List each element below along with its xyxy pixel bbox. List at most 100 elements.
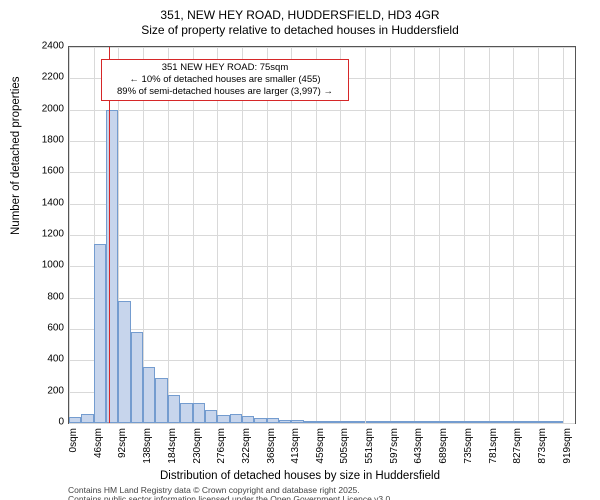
x-tick-label: 919sqm (562, 428, 573, 474)
histogram-bar (69, 417, 81, 423)
histogram-bar (193, 403, 205, 423)
y-tick-label: 800 (24, 291, 64, 302)
x-tick-label: 413sqm (290, 428, 301, 474)
x-tick-label: 138sqm (142, 428, 153, 474)
gridline-v (563, 47, 564, 423)
histogram-bar (291, 420, 303, 423)
gridline-v (414, 47, 415, 423)
gridline-h (69, 47, 575, 48)
gridline-h (69, 204, 575, 205)
histogram-bar (131, 332, 143, 423)
gridline-v (365, 47, 366, 423)
histogram-bar (328, 421, 340, 423)
gridline-h (69, 360, 575, 361)
x-tick-label: 230sqm (192, 428, 203, 474)
gridline-v (316, 47, 317, 423)
histogram-bar (155, 378, 167, 423)
gridline-v (390, 47, 391, 423)
histogram-bar (415, 421, 427, 423)
histogram-bar (205, 410, 217, 423)
chart-container: 351, NEW HEY ROAD, HUDDERSFIELD, HD3 4GR… (0, 0, 600, 500)
histogram-bar (168, 395, 180, 423)
gridline-v (291, 47, 292, 423)
histogram-bar (180, 403, 192, 423)
x-tick-label: 322sqm (241, 428, 252, 474)
histogram-bar (464, 421, 476, 423)
gridline-v (168, 47, 169, 423)
chart-title-line1: 351, NEW HEY ROAD, HUDDERSFIELD, HD3 4GR (0, 8, 600, 22)
y-tick-label: 400 (24, 354, 64, 365)
histogram-bar (477, 421, 489, 423)
gridline-v (439, 47, 440, 423)
annot-line3: 89% of semi-detached houses are larger (… (106, 86, 344, 98)
annot-line1: 351 NEW HEY ROAD: 75sqm (106, 62, 344, 74)
histogram-bar (341, 421, 353, 423)
y-tick-label: 1000 (24, 260, 64, 271)
histogram-bar (378, 421, 390, 423)
x-tick-label: 276sqm (216, 428, 227, 474)
y-axis-label: Number of detached properties (10, 76, 22, 235)
gridline-v (242, 47, 243, 423)
histogram-bar (94, 244, 106, 423)
histogram-bar (118, 301, 130, 423)
gridline-h (69, 266, 575, 267)
x-tick-label: 92sqm (117, 428, 128, 474)
y-tick-label: 1800 (24, 135, 64, 146)
y-tick-label: 2000 (24, 103, 64, 114)
histogram-bar (242, 416, 254, 423)
histogram-bar (304, 421, 316, 423)
histogram-bar (279, 420, 291, 423)
histogram-bar (390, 421, 402, 423)
gridline-h (69, 141, 575, 142)
x-tick-label: 735sqm (463, 428, 474, 474)
histogram-bar (551, 421, 563, 423)
y-tick-label: 2200 (24, 72, 64, 83)
histogram-bar (267, 418, 279, 423)
y-tick-label: 2400 (24, 41, 64, 52)
histogram-bar (501, 421, 513, 423)
x-tick-label: 459sqm (315, 428, 326, 474)
gridline-v (69, 47, 70, 423)
gridline-h (69, 172, 575, 173)
x-tick-label: 0sqm (68, 428, 79, 474)
marker-line (109, 47, 110, 423)
histogram-bar (217, 415, 229, 423)
x-tick-label: 551sqm (364, 428, 375, 474)
chart-title-line2: Size of property relative to detached ho… (0, 23, 600, 37)
gridline-v (217, 47, 218, 423)
y-tick-label: 600 (24, 323, 64, 334)
x-tick-label: 597sqm (389, 428, 400, 474)
gridline-v (464, 47, 465, 423)
histogram-bar (452, 421, 464, 423)
histogram-bar (143, 367, 155, 423)
histogram-bar (81, 414, 93, 423)
histogram-bar (230, 414, 242, 423)
gridline-v (489, 47, 490, 423)
histogram-bar (526, 421, 538, 423)
histogram-bar (489, 421, 501, 423)
histogram-bar (403, 421, 415, 423)
y-tick-label: 1600 (24, 166, 64, 177)
credit-line2: Contains public sector information licen… (68, 494, 393, 500)
histogram-bar (254, 418, 266, 423)
histogram-bar (440, 421, 452, 423)
histogram-bar (366, 421, 378, 423)
x-tick-label: 46sqm (93, 428, 104, 474)
x-tick-label: 368sqm (266, 428, 277, 474)
annotation-box: 351 NEW HEY ROAD: 75sqm← 10% of detached… (101, 59, 349, 101)
x-tick-label: 781sqm (488, 428, 499, 474)
histogram-bar (316, 421, 328, 423)
gridline-v (193, 47, 194, 423)
gridline-v (513, 47, 514, 423)
gridline-v (538, 47, 539, 423)
gridline-h (69, 298, 575, 299)
histogram-bar (514, 421, 526, 423)
plot-area: 351 NEW HEY ROAD: 75sqm← 10% of detached… (68, 46, 576, 424)
gridline-h (69, 235, 575, 236)
x-tick-label: 643sqm (413, 428, 424, 474)
gridline-h (69, 423, 575, 424)
y-tick-label: 200 (24, 385, 64, 396)
y-tick-label: 1400 (24, 197, 64, 208)
gridline-h (69, 110, 575, 111)
x-tick-label: 689sqm (438, 428, 449, 474)
